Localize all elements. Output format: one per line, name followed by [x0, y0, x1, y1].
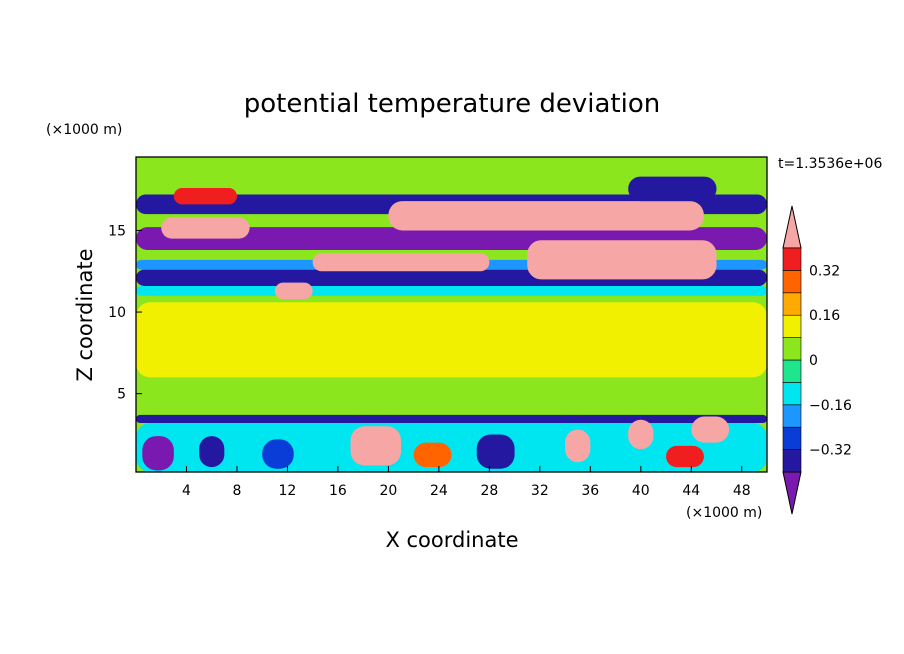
field-region [413, 442, 452, 468]
x-tick-label: 48 [733, 483, 751, 499]
field-region [691, 416, 730, 443]
x-tick-label: 32 [531, 483, 549, 499]
field-region [312, 253, 490, 272]
field-region [527, 240, 717, 280]
y-tick-label: 10 [108, 305, 126, 321]
x-tick-label: 44 [682, 483, 700, 499]
x-axis-label: X coordinate [385, 528, 518, 552]
colorbar-swatch [782, 270, 802, 294]
colorbar-label: −0.32 [809, 443, 852, 459]
field-region [274, 282, 313, 299]
field-region [565, 429, 591, 463]
field-region [136, 285, 767, 296]
colorbar-arrow-top [782, 205, 802, 249]
field-region [136, 157, 767, 198]
colorbar-swatch [782, 314, 802, 338]
plot-frame [135, 156, 768, 473]
y-unit-label: (×1000 m) [46, 122, 122, 138]
field-region [476, 434, 515, 469]
colorbar: 0.32 0.16 0 −0.16 −0.32 [782, 205, 852, 515]
field-region [666, 445, 704, 468]
field-region [136, 423, 767, 472]
colorbar-swatch [782, 404, 802, 428]
field-region [628, 176, 717, 202]
colorbar-swatch [782, 337, 802, 361]
x-tick-label: 16 [329, 483, 347, 499]
field-region [350, 426, 402, 466]
colorbar-label: −0.16 [809, 398, 852, 414]
x-tick-label: 4 [182, 483, 191, 499]
colorbar-swatch [782, 359, 802, 383]
field-region [262, 439, 294, 469]
colorbar-label: 0.16 [809, 308, 840, 324]
colorbar-swatch [782, 247, 802, 271]
field-region [438, 308, 591, 353]
colorbar-swatch [782, 292, 802, 316]
field-region [388, 201, 704, 231]
x-tick-label: 8 [232, 483, 241, 499]
time-label: t=1.3536e+06 [778, 156, 882, 172]
x-tick-label: 24 [430, 483, 448, 499]
colorbar-label: 0 [809, 353, 818, 369]
x-tick-label: 12 [279, 483, 297, 499]
x-unit-label: (×1000 m) [686, 505, 762, 521]
colorbar-arrow-bottom [782, 471, 802, 515]
colorbar-swatch [782, 382, 802, 406]
x-tick-label: 28 [480, 483, 498, 499]
colorbar-swatch [782, 449, 802, 473]
y-axis-label: Z coordinate [73, 248, 97, 381]
field-region [161, 217, 250, 239]
plot-area [135, 156, 768, 473]
colorbar-label: 0.32 [809, 263, 840, 279]
colorbar-swatch [782, 426, 802, 450]
y-axis-ticks: 5 10 15 [108, 223, 142, 403]
y-tick-label: 15 [108, 223, 126, 239]
field-region [173, 188, 237, 205]
x-tick-label: 40 [632, 483, 650, 499]
field-region [199, 436, 225, 468]
x-tick-label: 36 [581, 483, 599, 499]
field-features [136, 157, 767, 472]
x-tick-label: 20 [379, 483, 397, 499]
field-region [142, 436, 174, 471]
field-region [136, 414, 767, 424]
x-axis-ticks: 4 8 12 16 20 24 28 32 36 40 44 48 [182, 466, 751, 499]
field-region [628, 419, 654, 450]
chart-title: potential temperature deviation [244, 89, 660, 119]
y-tick-label: 5 [117, 387, 126, 403]
